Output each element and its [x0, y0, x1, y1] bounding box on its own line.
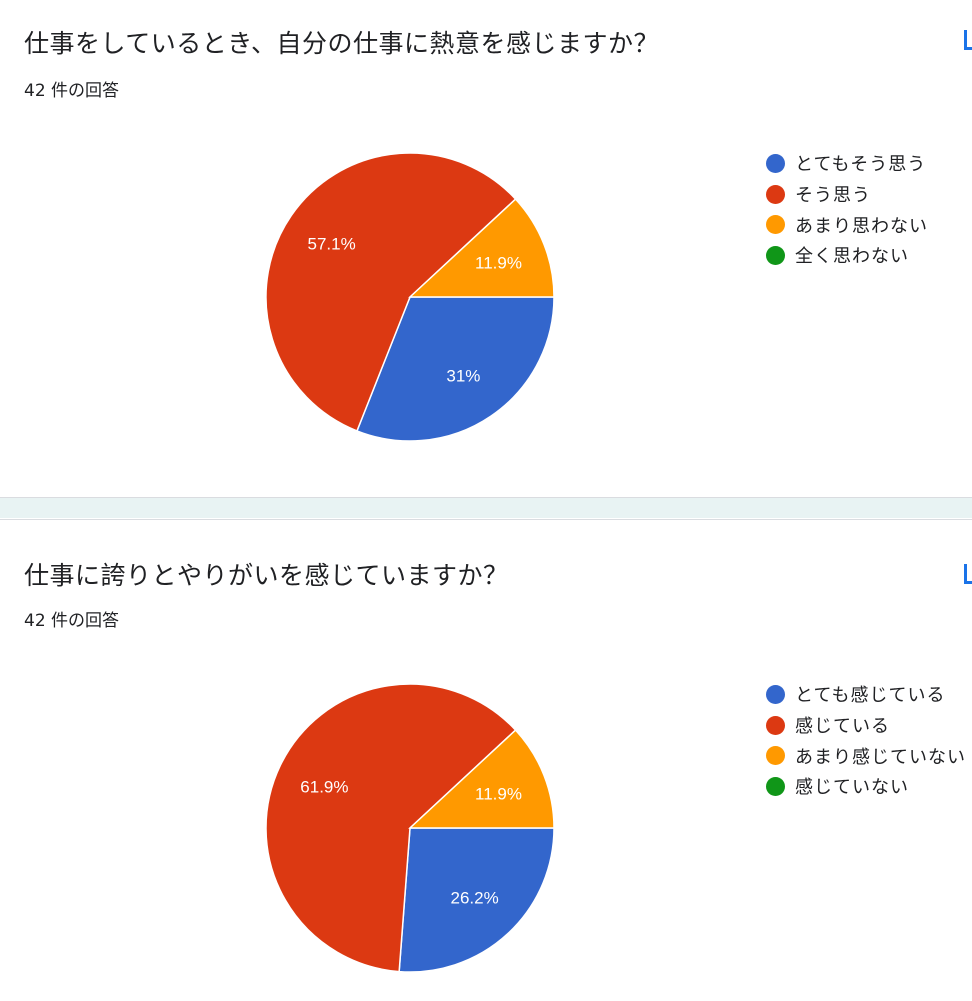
legend-label: とても感じている — [795, 685, 946, 707]
pie-slice[interactable] — [356, 296, 555, 442]
question-title: 仕事をしているとき、自分の仕事に熱意を感じますか？ — [24, 29, 660, 58]
legend-swatch — [766, 245, 785, 265]
legend-item: あまり思わない — [766, 209, 928, 240]
legend-swatch — [766, 776, 785, 796]
copy-chart-icon[interactable] — [964, 564, 972, 584]
legend-swatch — [766, 184, 785, 204]
response-count: 42 件の回答 — [24, 81, 120, 101]
legend-swatch — [766, 746, 785, 766]
legend-swatch — [766, 715, 785, 735]
pie-slice[interactable] — [265, 683, 517, 973]
copy-chart-icon[interactable] — [964, 30, 972, 50]
pie-slice[interactable] — [398, 827, 555, 973]
pie-chart: 26.2% 61.9% 11.9% — [265, 683, 555, 973]
question-card: 仕事に誇りとやりがいを感じていますか？ 42 件の回答 26.2% 61.9% 11… — [0, 519, 972, 1001]
slice-data-label: 61.9% — [300, 778, 348, 797]
legend-swatch — [766, 153, 785, 173]
legend-swatch — [766, 684, 785, 704]
slice-data-label: 57.1% — [307, 234, 355, 253]
question-title: 仕事に誇りとやりがいを感じていますか？ — [24, 561, 509, 590]
pie-slice[interactable] — [408, 729, 555, 829]
slice-data-label: 26.2% — [450, 889, 498, 908]
card-separator — [0, 498, 972, 518]
slice-data-label: 11.9% — [475, 253, 522, 272]
pie-chart: 31% 57.1% 11.9% — [265, 152, 555, 442]
legend-item: 感じていない — [766, 771, 966, 802]
legend-label: そう思う — [795, 185, 871, 207]
legend-label: とてもそう思う — [795, 154, 927, 176]
legend-swatch — [766, 215, 785, 235]
pie-slice[interactable] — [265, 152, 517, 432]
slice-data-label: 31% — [446, 367, 480, 386]
legend-label: 感じている — [795, 716, 890, 738]
legend-item: あまり感じていない — [766, 740, 966, 771]
legend-item: 感じている — [766, 710, 966, 741]
legend-label: 感じていない — [795, 777, 909, 799]
legend-item: そう思う — [766, 179, 928, 210]
legend-item: とてもそう思う — [766, 148, 928, 179]
pie-slice[interactable] — [408, 198, 555, 298]
slice-data-label: 11.9% — [475, 784, 522, 803]
legend-label: あまり感じていない — [795, 746, 966, 768]
chart-legend: とてもそう思う そう思う あまり思わない 全く思わない — [766, 148, 928, 271]
chart-legend: とても感じている 感じている あまり感じていない 感じていない — [766, 679, 966, 802]
legend-label: あまり思わない — [795, 215, 928, 237]
response-count: 42 件の回答 — [24, 611, 120, 631]
legend-item: 全く思わない — [766, 240, 928, 271]
legend-item: とても感じている — [766, 679, 966, 710]
legend-label: 全く思わない — [795, 246, 909, 268]
question-card: 仕事をしているとき、自分の仕事に熱意を感じますか？ 42 件の回答 31% 57.… — [0, 0, 972, 498]
